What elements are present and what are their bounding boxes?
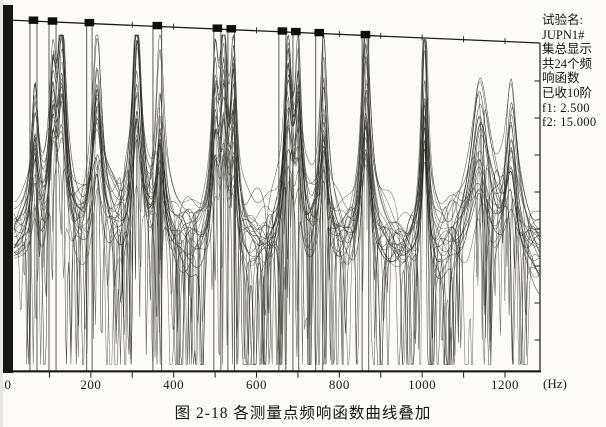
frf-curve bbox=[13, 34, 540, 365]
frf-curve bbox=[13, 34, 540, 365]
frf-count-line1: 共24个频 bbox=[542, 56, 593, 71]
test-name-label: 试验名: bbox=[542, 13, 583, 27]
mode-marker bbox=[360, 30, 371, 39]
x-tick-label: 200 bbox=[80, 377, 102, 392]
modes-collected-label: 已收10阶 bbox=[542, 85, 593, 100]
frf-curve bbox=[13, 34, 540, 365]
test-name-value: JUPN1# bbox=[542, 27, 585, 42]
mode-marker bbox=[291, 27, 301, 36]
f1-value: f1: 2.500 bbox=[542, 100, 590, 115]
bottom-axis bbox=[3, 370, 541, 373]
mode-marker bbox=[28, 16, 39, 24]
mode-marker bbox=[152, 21, 163, 30]
frf-curve bbox=[13, 34, 540, 365]
x-tick-label: 1000 bbox=[408, 377, 437, 392]
mode-marker bbox=[84, 18, 95, 27]
x-tick-label: 800 bbox=[328, 377, 350, 392]
mode-marker bbox=[277, 27, 288, 35]
top-border bbox=[7, 19, 541, 44]
scan-edge-shadow bbox=[0, 0, 3, 427]
figure-caption: 图 2-18 各测量点频响函数曲线叠加 bbox=[174, 405, 432, 422]
x-axis-unit: (Hz) bbox=[543, 376, 567, 391]
mode-marker bbox=[226, 25, 237, 33]
frf-curve bbox=[13, 39, 540, 365]
x-tick-label: 0 bbox=[4, 377, 12, 392]
frf-curve bbox=[13, 34, 540, 365]
mode-marker bbox=[314, 28, 325, 37]
x-tick-label: 600 bbox=[246, 377, 267, 392]
x-tick-label: 1200 bbox=[491, 377, 519, 392]
left-axis-bar bbox=[3, 5, 13, 373]
frf-curve bbox=[13, 34, 540, 365]
side-panel: 试验名: JUPN1# 集总显示 共24个频 响函数 已收10阶 f1: 2.5… bbox=[542, 13, 606, 130]
frf-curve bbox=[13, 34, 540, 365]
frf-count-line2: 响函数 bbox=[542, 71, 580, 86]
frf-curve bbox=[13, 34, 540, 365]
frf-curve bbox=[13, 44, 540, 365]
f2-value: f2: 15.000 bbox=[542, 115, 597, 130]
mode-marker bbox=[47, 17, 58, 25]
frf-curves-layer bbox=[13, 34, 540, 366]
mode-marker bbox=[212, 24, 223, 32]
x-tick-label: 400 bbox=[163, 377, 185, 392]
display-mode-label: 集总显示 bbox=[542, 42, 593, 57]
frf-curve bbox=[13, 45, 540, 365]
